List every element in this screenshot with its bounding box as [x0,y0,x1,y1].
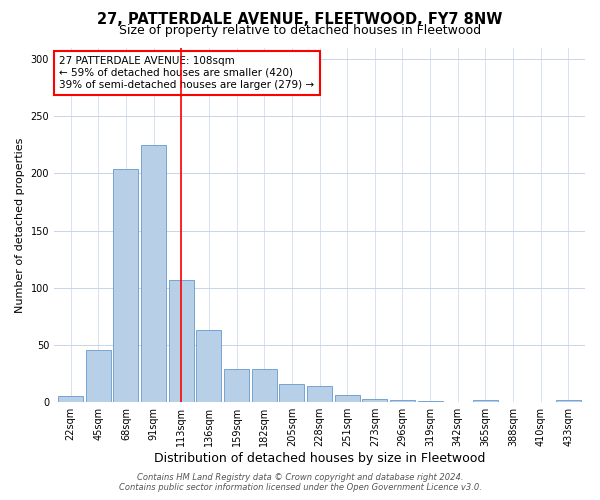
X-axis label: Distribution of detached houses by size in Fleetwood: Distribution of detached houses by size … [154,452,485,465]
Text: Size of property relative to detached houses in Fleetwood: Size of property relative to detached ho… [119,24,481,37]
Bar [280,384,304,402]
Bar [113,169,139,402]
Text: 27 PATTERDALE AVENUE: 108sqm
← 59% of detached houses are smaller (420)
39% of s: 27 PATTERDALE AVENUE: 108sqm ← 59% of de… [59,56,314,90]
Bar [58,396,83,402]
Bar [224,369,249,402]
Text: Contains HM Land Registry data © Crown copyright and database right 2024.
Contai: Contains HM Land Registry data © Crown c… [119,473,481,492]
Bar [169,280,194,402]
Bar [473,400,498,402]
Bar [141,145,166,402]
Bar [307,386,332,402]
Bar [390,400,415,402]
Bar [335,396,359,402]
Bar [418,401,443,402]
Text: 27, PATTERDALE AVENUE, FLEETWOOD, FY7 8NW: 27, PATTERDALE AVENUE, FLEETWOOD, FY7 8N… [97,12,503,28]
Bar [86,350,111,402]
Bar [252,369,277,402]
Bar [196,330,221,402]
Bar [362,399,387,402]
Bar [556,400,581,402]
Y-axis label: Number of detached properties: Number of detached properties [15,137,25,312]
